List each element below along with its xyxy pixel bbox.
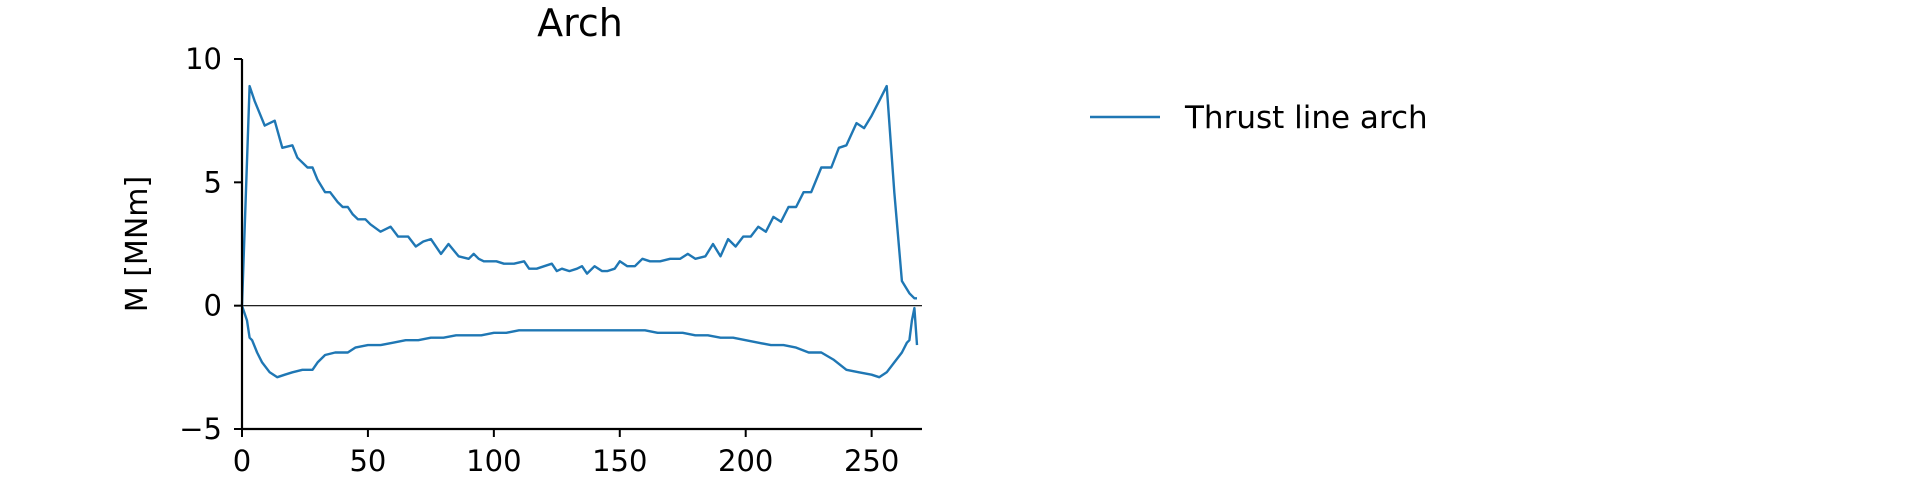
series-line-thrust-line-arch-upper [240, 84, 917, 306]
y-tick-label: 0 [204, 289, 222, 323]
x-tick-label: 100 [466, 444, 521, 478]
x-tick-label: 50 [349, 444, 386, 478]
x-tick-label: 200 [718, 444, 773, 478]
y-ticks: −5 0 5 10 [179, 42, 242, 446]
x-tick-label: 250 [844, 444, 899, 478]
y-tick-label: 10 [185, 42, 222, 76]
x-ticks: 0 50 100 150 200 250 [233, 429, 899, 478]
plot-area: −5 0 5 10 0 50 100 150 200 250 [179, 42, 922, 478]
x-tick-label: 150 [592, 444, 647, 478]
legend: Thrust line arch [1090, 100, 1428, 136]
series-group [240, 84, 919, 379]
x-tick-label: 0 [233, 444, 251, 478]
series-line-thrust-line-arch-lower [240, 305, 919, 379]
chart-title: Arch [537, 1, 623, 45]
y-tick-label: 5 [204, 165, 222, 199]
y-tick-label: −5 [179, 412, 222, 446]
legend-entry-thrust-line-arch: Thrust line arch [1184, 100, 1428, 136]
y-axis-label: M [MNm] [120, 176, 155, 312]
